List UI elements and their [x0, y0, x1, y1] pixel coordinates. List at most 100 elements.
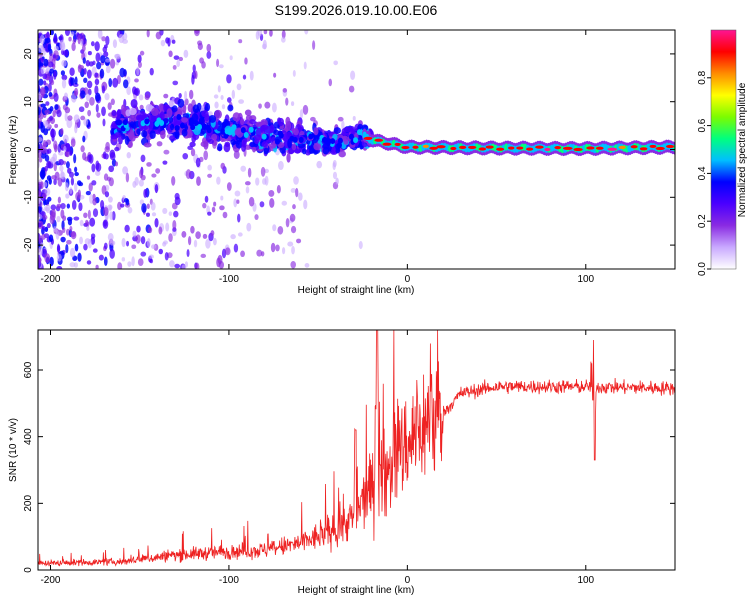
- noise-blob: [127, 261, 132, 267]
- noise-blob: [169, 260, 175, 268]
- noise-blob: [203, 150, 209, 161]
- y-tick-label: -10: [23, 190, 34, 205]
- noise-blob: [62, 227, 66, 234]
- noise-blob: [80, 115, 86, 121]
- noise-blob: [118, 33, 125, 44]
- noise-blob: [140, 251, 147, 257]
- noise-blob: [290, 101, 295, 106]
- signal-clump: [176, 114, 182, 121]
- noise-blob: [126, 152, 131, 159]
- noise-blob: [53, 35, 58, 44]
- noise-blob: [174, 263, 181, 269]
- signal-blob: [241, 140, 247, 148]
- noise-blob: [237, 213, 241, 223]
- noise-blob: [52, 110, 56, 118]
- noise-blob: [79, 38, 84, 46]
- spectrogram-y-label: Frequency (Hz): [8, 116, 19, 185]
- noise-blob: [74, 123, 78, 134]
- noise-blob: [222, 211, 228, 219]
- noise-blob: [171, 39, 176, 44]
- signal-clump: [179, 122, 185, 129]
- noise-blob: [59, 40, 65, 50]
- noise-blob: [220, 195, 224, 201]
- noise-blob: [52, 153, 58, 163]
- noise-blob: [58, 158, 64, 166]
- noise-blob: [219, 205, 225, 211]
- noise-blob: [42, 120, 49, 127]
- noise-blob: [146, 238, 151, 248]
- noise-blob: [94, 78, 100, 86]
- noise-blob: [282, 247, 286, 255]
- noise-blob: [65, 193, 70, 199]
- noise-blob: [220, 95, 224, 100]
- noise-blob: [70, 231, 77, 240]
- noise-blob: [61, 59, 67, 67]
- noise-blob: [208, 111, 213, 117]
- noise-blob: [303, 199, 308, 210]
- noise-blob: [146, 30, 150, 38]
- noise-blob: [85, 190, 91, 196]
- noise-blob: [202, 202, 207, 209]
- noise-blob: [131, 256, 135, 267]
- carrier-peak: [429, 146, 438, 150]
- carrier-peak: [412, 145, 419, 149]
- signal-blob: [240, 117, 245, 126]
- noise-blob: [112, 77, 119, 88]
- noise-blob: [109, 248, 115, 259]
- signal-blob: [350, 127, 355, 136]
- signal-clump: [240, 127, 246, 134]
- noise-blob: [52, 54, 56, 59]
- noise-blob: [69, 247, 76, 258]
- signal-blob: [261, 141, 268, 148]
- noise-blob: [38, 181, 43, 187]
- noise-blob: [56, 215, 61, 223]
- noise-blob: [285, 217, 290, 228]
- noise-blob: [90, 233, 96, 239]
- signal-clump: [221, 121, 227, 128]
- signal-clump: [231, 124, 237, 131]
- carrier-peak: [586, 146, 595, 150]
- noise-blob: [69, 67, 75, 77]
- signal-blob: [232, 112, 241, 122]
- signal-clump: [193, 119, 199, 126]
- signal-clump: [308, 133, 314, 140]
- noise-blob: [101, 36, 106, 42]
- noise-blob: [63, 92, 68, 100]
- carrier-peak: [468, 145, 477, 150]
- noise-blob: [74, 243, 79, 252]
- noise-blob: [42, 73, 48, 80]
- signal-blob: [160, 130, 166, 140]
- noise-blob: [156, 141, 163, 147]
- noise-blob: [54, 45, 59, 52]
- noise-blob: [244, 57, 248, 65]
- noise-blob: [109, 58, 116, 69]
- noise-blob: [213, 201, 217, 207]
- noise-blob: [262, 39, 267, 50]
- noise-blob: [158, 248, 164, 255]
- signal-blob: [286, 153, 291, 163]
- signal-blob: [253, 134, 262, 141]
- noise-blob: [91, 163, 96, 173]
- noise-blob: [273, 72, 277, 78]
- colorbar-tick-label: 0.2: [697, 214, 708, 228]
- noise-blob: [196, 176, 201, 187]
- signal-blob: [203, 139, 209, 150]
- noise-blob: [60, 209, 65, 219]
- noise-blob: [51, 134, 55, 142]
- noise-blob: [55, 229, 60, 240]
- noise-blob: [221, 104, 226, 110]
- noise-blob: [168, 211, 173, 216]
- signal-blob: [121, 104, 126, 113]
- noise-blob: [87, 209, 91, 220]
- noise-blob: [100, 55, 106, 64]
- noise-blob: [272, 224, 277, 232]
- spectrogram-noise-layer: [38, 30, 363, 269]
- noise-blob: [64, 111, 68, 122]
- signal-blob: [269, 124, 275, 133]
- noise-blob: [184, 90, 188, 101]
- colorbar-tick-label: 0.4: [697, 166, 708, 180]
- noise-blob: [163, 149, 170, 155]
- noise-blob: [39, 34, 45, 45]
- figure-title: S199.2026.019.10.00.E06: [275, 2, 438, 18]
